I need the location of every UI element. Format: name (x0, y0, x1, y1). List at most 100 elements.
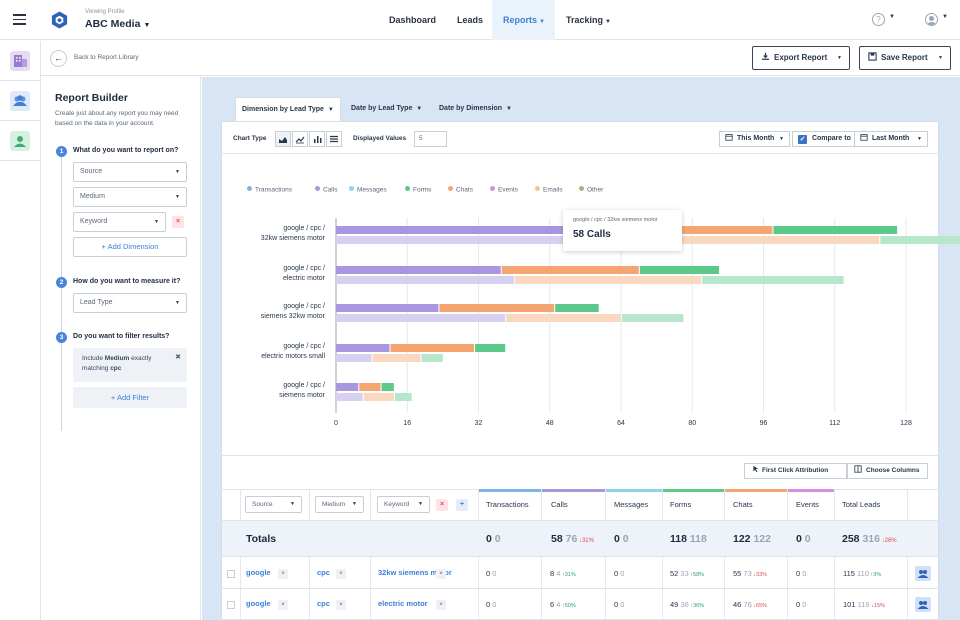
save-report-button[interactable]: Save Report ▼ (859, 46, 951, 70)
row-checkbox[interactable] (227, 601, 235, 609)
profile-switcher[interactable]: ABC Media ▼ (85, 18, 150, 30)
legend-item-chats[interactable]: Chats (448, 186, 473, 194)
bar-previous-forms[interactable] (880, 236, 960, 244)
legend-item-other[interactable]: Other (579, 186, 603, 194)
menu-icon[interactable] (13, 14, 26, 25)
dimension-select-medium[interactable]: Medium ▼ (73, 187, 187, 207)
table-filter-source[interactable]: Source ▼ (245, 496, 302, 513)
column-header-total-leads[interactable]: Total Leads (842, 500, 881, 509)
bar-current-chats[interactable] (390, 344, 475, 352)
bar-current-calls[interactable] (336, 383, 359, 391)
bar-current-forms[interactable] (639, 266, 719, 274)
bar-previous-calls[interactable] (336, 314, 506, 322)
tab-date-by-lead-type[interactable]: Date by Lead Type ▼ (345, 97, 428, 121)
add-dimension-button[interactable]: + Add Dimension (73, 237, 187, 257)
compare-checkbox[interactable]: ✓ (798, 135, 807, 144)
attribution-select[interactable]: First Click Attribution (744, 463, 847, 479)
view-leads-button[interactable] (915, 597, 931, 612)
choose-columns-button[interactable]: Choose Columns (847, 463, 928, 479)
bar-previous-chats[interactable] (363, 393, 394, 401)
bar-current-calls[interactable] (336, 266, 501, 274)
measure-select[interactable]: Lead Type ▼ (73, 293, 187, 313)
rail-contact-button[interactable] (10, 131, 30, 151)
remove-filter-icon[interactable]: ✖ (175, 354, 181, 361)
remove-source-icon[interactable]: × (278, 600, 288, 610)
dimension-select-source[interactable]: Source ▼ (73, 162, 187, 182)
row-keyword-link[interactable]: electric motor (378, 599, 428, 608)
bar-current-calls[interactable] (336, 226, 595, 234)
compare-period-select[interactable]: Last Month ▼ (854, 131, 928, 147)
column-header-messages[interactable]: Messages (614, 500, 649, 509)
remove-dimension-button[interactable]: × (172, 216, 184, 228)
add-filter-button[interactable]: + Add Filter (73, 387, 187, 408)
row-source-link[interactable]: google (246, 599, 271, 608)
back-to-library-link[interactable]: Back to Report Library (74, 54, 139, 61)
bar-current-chats[interactable] (359, 383, 381, 391)
tab-dimension-by-lead-type[interactable]: Dimension by Lead Type ▼ (235, 97, 341, 122)
table-filter-keyword[interactable]: Keyword ▼ (377, 496, 430, 513)
row-medium-link[interactable]: cpc (317, 568, 330, 577)
bar-current-chats[interactable] (595, 226, 773, 234)
remove-column-button[interactable]: × (436, 499, 448, 511)
column-header-events[interactable]: Events (796, 500, 819, 509)
chevron-down-icon[interactable]: ▼ (889, 14, 895, 20)
rail-reports-button[interactable] (10, 51, 30, 71)
tab-date-by-dimension[interactable]: Date by Dimension ▼ (433, 97, 518, 121)
user-avatar-icon[interactable] (925, 13, 938, 26)
remove-keyword-icon[interactable]: × (436, 569, 446, 579)
back-arrow-icon[interactable]: ← (50, 50, 67, 67)
row-checkbox[interactable] (227, 570, 235, 578)
bar-previous-forms[interactable] (702, 276, 844, 284)
view-leads-button[interactable] (915, 566, 931, 581)
bar-current-calls[interactable] (336, 344, 390, 352)
column-header-transactions[interactable]: Transactions (486, 500, 529, 509)
bar-previous-calls[interactable] (336, 276, 515, 284)
export-report-button[interactable]: Export Report ▼ (752, 46, 850, 70)
bar-previous-chats[interactable] (372, 354, 421, 362)
bar-current-forms[interactable] (475, 344, 506, 352)
legend-item-events[interactable]: Events (490, 186, 518, 194)
bar-current-forms[interactable] (773, 226, 898, 234)
table-filter-medium[interactable]: Medium ▼ (315, 496, 364, 513)
legend-item-emails[interactable]: Emails (535, 186, 563, 194)
nav-reports[interactable]: Reports ▼ (492, 0, 555, 40)
bar-previous-forms[interactable] (421, 354, 443, 362)
bar-current-forms[interactable] (381, 383, 394, 391)
bar-previous-forms[interactable] (394, 393, 412, 401)
bar-previous-calls[interactable] (336, 354, 372, 362)
nav-leads[interactable]: Leads (457, 15, 484, 25)
displayed-values-input[interactable]: 5 (414, 131, 447, 147)
legend-item-messages[interactable]: Messages (349, 186, 387, 194)
bar-current-chats[interactable] (439, 304, 555, 312)
column-header-chats[interactable]: Chats (733, 500, 753, 509)
bar-previous-calls[interactable] (336, 393, 363, 401)
chevron-down-icon[interactable]: ▼ (942, 14, 948, 20)
bar-current-chats[interactable] (501, 266, 639, 274)
remove-source-icon[interactable]: × (278, 569, 288, 579)
column-header-forms[interactable]: Forms (670, 500, 692, 509)
rail-users-button[interactable] (10, 91, 30, 111)
period-select[interactable]: This Month ▼ (719, 131, 790, 147)
dimension-select-keyword[interactable]: Keyword ▼ (73, 212, 166, 232)
help-icon[interactable]: ? (872, 13, 885, 26)
line-chart-button[interactable] (292, 131, 308, 147)
bar-current-calls[interactable] (336, 304, 439, 312)
remove-keyword-icon[interactable]: × (436, 600, 446, 610)
bar-previous-chats[interactable] (506, 314, 621, 322)
table-view-button[interactable] (326, 131, 342, 147)
remove-medium-icon[interactable]: × (336, 600, 346, 610)
bar-previous-calls[interactable] (336, 236, 675, 244)
bar-previous-chats[interactable] (675, 236, 880, 244)
logo-icon[interactable] (50, 10, 69, 30)
nav-dashboard[interactable]: Dashboard (389, 15, 437, 25)
row-keyword-link[interactable]: 32kw siemens motor (378, 568, 452, 577)
legend-item-forms[interactable]: Forms (405, 186, 431, 194)
legend-item-transactions[interactable]: Transactions (247, 186, 292, 194)
nav-tracking[interactable]: Tracking ▼ (566, 0, 611, 40)
remove-medium-icon[interactable]: × (336, 569, 346, 579)
column-header-calls[interactable]: Calls (551, 500, 568, 509)
bar-current-forms[interactable] (555, 304, 599, 312)
bar-previous-chats[interactable] (515, 276, 702, 284)
area-chart-button[interactable] (275, 131, 291, 147)
row-source-link[interactable]: google (246, 568, 271, 577)
